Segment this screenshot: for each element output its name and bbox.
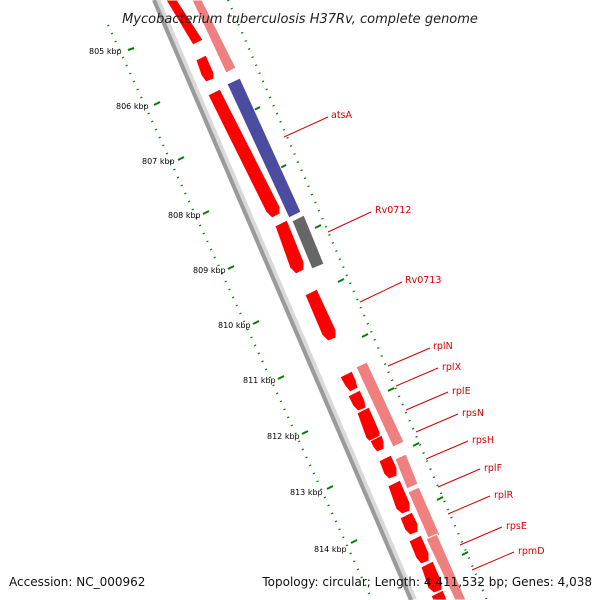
cds-atsA <box>207 88 281 219</box>
leader-Rv0713 <box>359 281 403 303</box>
tick-814 <box>350 539 358 544</box>
tick-809 <box>227 265 235 270</box>
cds-rplX <box>347 389 367 412</box>
gene-label-atsA[interactable]: atsA <box>331 110 352 121</box>
leader-atsA <box>283 116 329 138</box>
leader-rpsE <box>459 526 503 546</box>
cds-rpsN <box>369 434 385 453</box>
tick-label-808: 808 kbp <box>168 211 201 220</box>
cds-rplF <box>387 479 411 515</box>
tick-807 <box>177 156 185 161</box>
gene-labels: atsA Rv0712 Rv0713 rplN rplX rplE rpsN r… <box>331 110 545 557</box>
tick-label-813: 813 kbp <box>290 488 323 497</box>
genome-summary-text: Topology: circular; Length: 4,411,532 bp… <box>261 575 592 589</box>
cds-small-1 <box>195 54 215 83</box>
genome-backbone <box>152 0 413 600</box>
tick-label-810: 810 kbp <box>218 321 251 330</box>
gene-label-rplX[interactable]: rplX <box>442 362 462 373</box>
tick-810 <box>252 320 260 325</box>
cds-features <box>165 0 448 600</box>
cds-rpsH <box>378 454 398 480</box>
gene-label-rpmD[interactable]: rpmD <box>518 546 545 557</box>
leader-rpmD <box>471 551 515 571</box>
gene-feature-top <box>191 0 237 74</box>
leader-rplX <box>395 367 439 387</box>
tick-813 <box>326 485 334 490</box>
outer-tick-1 <box>253 106 261 111</box>
gene-label-Rv0713[interactable]: Rv0713 <box>405 275 441 286</box>
gene-label-Rv0712[interactable]: Rv0712 <box>375 205 411 216</box>
cds-Rv0712 <box>274 219 305 275</box>
ruler-major-ticks <box>127 47 469 556</box>
gene-label-rplR[interactable]: rplR <box>494 490 514 501</box>
gene-track-features <box>191 0 467 600</box>
gene-feature-rpsN <box>425 533 467 600</box>
tick-808 <box>202 210 210 215</box>
tick-805 <box>127 47 135 51</box>
outer-tick-5 <box>361 333 369 338</box>
leader-rplE <box>405 391 449 411</box>
leader-rplN <box>387 347 431 367</box>
outer-tick-7 <box>412 442 420 447</box>
tick-label-807: 807 kbp <box>142 157 175 166</box>
gene-feature-rplX <box>394 453 419 490</box>
gene-label-rplE[interactable]: rplE <box>452 386 471 397</box>
feature-Rv0712 <box>291 214 325 270</box>
outer-tick-3 <box>314 224 322 229</box>
gene-label-rplF[interactable]: rplF <box>484 463 502 474</box>
cds-top <box>165 0 204 46</box>
gene-label-rpsN[interactable]: rpsN <box>462 408 484 419</box>
gene-label-rpsE[interactable]: rpsE <box>506 521 527 532</box>
cds-bottom <box>430 589 448 600</box>
feature-atsA <box>226 77 302 219</box>
tick-812 <box>301 430 309 435</box>
gene-label-rpsH[interactable]: rpsH <box>472 435 494 446</box>
map-title: Mycobacterium tuberculosis H37Rv, comple… <box>122 12 478 27</box>
tick-811 <box>277 375 285 380</box>
tick-label-814: 814 kbp <box>314 545 347 554</box>
cds-rplN <box>339 370 359 393</box>
gene-feature-rplE <box>407 486 441 541</box>
accession-text: Accession: NC_000962 <box>9 575 145 589</box>
tick-label-806: 806 kbp <box>116 102 149 111</box>
outer-tick-9 <box>461 551 469 556</box>
leader-rpsH <box>425 440 469 460</box>
leader-rpsN <box>415 413 459 433</box>
leader-Rv0712 <box>327 211 372 233</box>
cds-Rv0713 <box>304 288 337 342</box>
label-leader-lines <box>283 116 515 571</box>
ruler-tick-labels: 805 kbp 806 kbp 807 kbp 808 kbp 809 kbp … <box>89 47 347 554</box>
outer-tick-6 <box>387 387 395 392</box>
tick-label-812: 812 kbp <box>267 432 300 441</box>
gene-feature-rplN <box>355 361 405 448</box>
tick-label-811: 811 kbp <box>243 376 276 385</box>
leader-rplF <box>437 468 481 488</box>
gene-label-rplN[interactable]: rplN <box>433 341 453 352</box>
cds-rplR <box>399 511 419 536</box>
tick-label-809: 809 kbp <box>193 266 226 275</box>
outer-ruler-track <box>226 0 489 600</box>
tick-806 <box>153 101 161 106</box>
cds-rpsE <box>408 534 430 565</box>
outer-tick-8 <box>436 496 444 501</box>
leader-rplR <box>447 495 491 515</box>
tick-label-805: 805 kbp <box>89 47 122 56</box>
outer-tick-4 <box>337 278 345 283</box>
